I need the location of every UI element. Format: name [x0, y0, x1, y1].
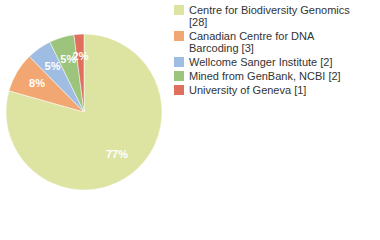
html-text:Mined from GenBank, NCBI [2]: Mined from GenBank, NCBI [2] [189, 70, 341, 82]
svg-text:5%: 5% [45, 60, 61, 72]
svg-text:77%: 77% [106, 148, 128, 160]
html-text:Canadian Centre for DNA Barcod: Canadian Centre for DNA Barcoding [3] [189, 30, 314, 54]
svg-text:5%: 5% [60, 52, 77, 65]
html-text:Wellcome Sanger Institute [2]: Wellcome Sanger Institute [2] [189, 56, 333, 68]
html-text:Centre for Biodiversity Genomi: Centre for Biodiversity Genomics [28] [189, 4, 350, 28]
svg-text:8%: 8% [29, 77, 45, 89]
svg-text:2%: 2% [73, 50, 89, 62]
html-text:University of Geneva [1]: University of Geneva [1] [189, 84, 307, 96]
